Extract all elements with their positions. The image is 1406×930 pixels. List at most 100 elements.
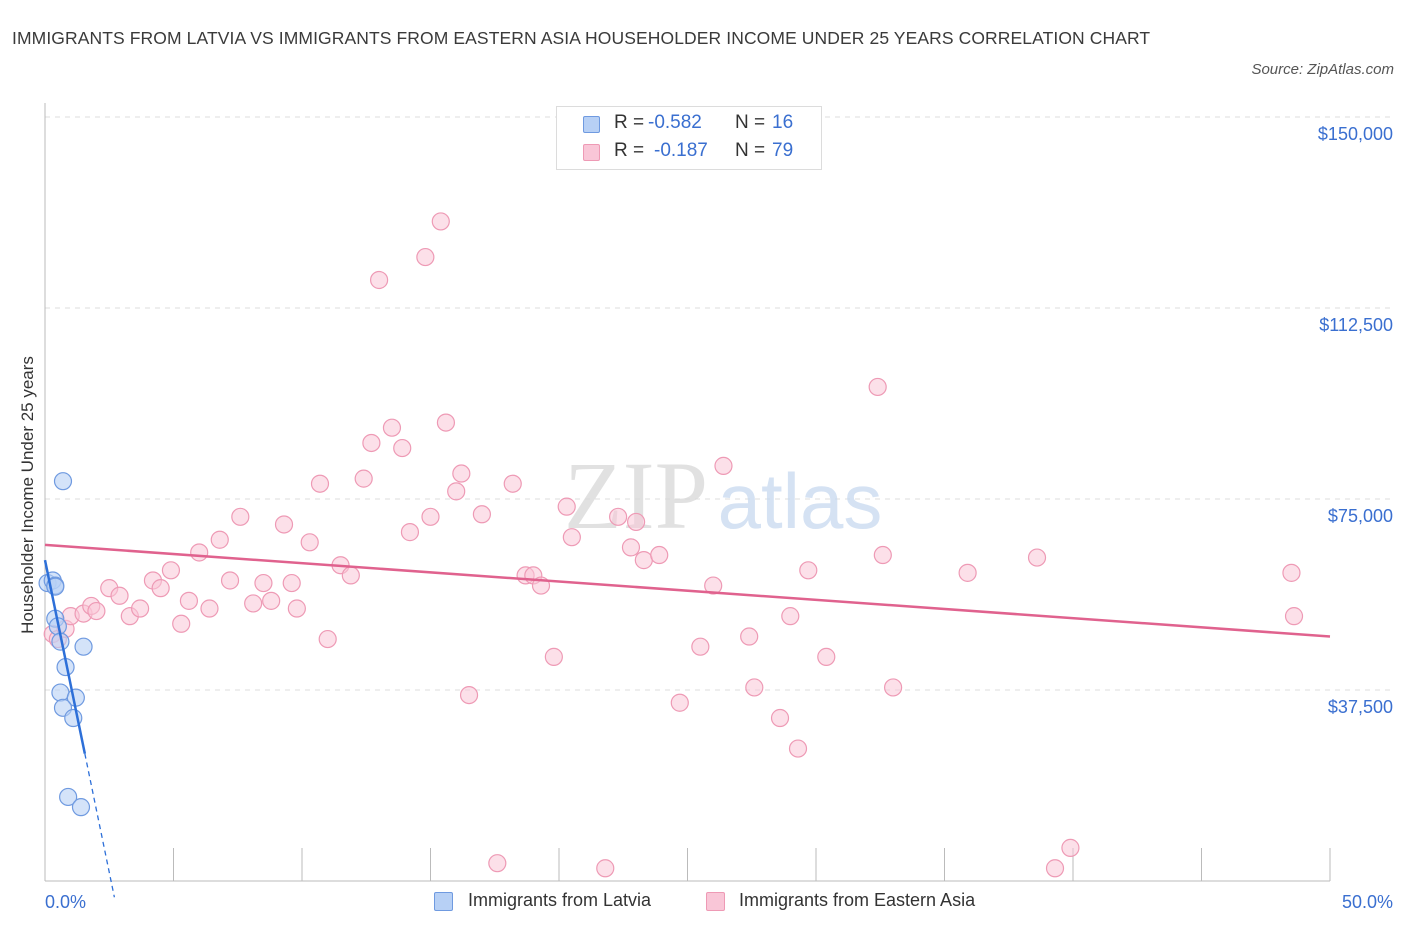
data-point-eastern-asia [310,474,330,493]
data-point-latvia [74,637,93,656]
data-point-eastern-asia [287,599,306,618]
y-tick-label: $112,500 [1319,315,1393,335]
data-point-eastern-asia [634,551,653,570]
data-point-eastern-asia [557,497,576,516]
data-point-eastern-asia [87,601,106,621]
legend-n-value-eastern-asia: 79 [772,140,794,161]
legend-swatch-eastern-asia [583,144,600,161]
data-point-eastern-asia [130,599,150,618]
x-tick-label-min: 0.0% [45,892,86,912]
data-point-latvia [51,683,70,702]
legend-n-label: N = [735,112,766,133]
data-point-eastern-asia [1284,607,1304,626]
data-point-eastern-asia [704,576,723,595]
data-point-eastern-asia [1282,563,1301,582]
legend-r-label: R = [614,112,645,133]
data-point-eastern-asia [318,629,337,649]
data-point-eastern-asia [244,594,263,613]
data-point-eastern-asia [745,678,764,697]
data-point-eastern-asia [958,563,977,582]
tick-labels: $37,500 $75,000 $112,500 $150,000 0.0% 50.0% [45,124,1393,912]
watermark-zip: ZIP [564,442,708,549]
data-point-eastern-asia [220,571,240,590]
chart-title: IMMIGRANTS FROM LATVIA VS IMMIGRANTS FRO… [12,28,1151,48]
legend-n-label: N = [735,140,766,161]
data-point-eastern-asia [393,438,412,458]
data-point-eastern-asia [231,507,250,526]
watermark-atlas: atlas [718,457,883,545]
data-point-eastern-asia [1027,548,1047,567]
data-point-eastern-asia [650,545,669,565]
bottom-legend-label-eastern-asia: Immigrants from Eastern Asia [739,890,976,910]
trend-line-eastern-asia [44,543,1331,638]
data-point-eastern-asia [868,377,887,397]
data-point-eastern-asia [670,693,689,712]
data-point-eastern-asia [341,566,360,585]
data-point-eastern-asia [781,607,800,626]
y-tick-label: $150,000 [1318,124,1393,144]
data-point-eastern-asia [151,579,170,598]
trend-line-latvia [43,559,87,754]
data-point-eastern-asia [300,533,319,552]
data-point-eastern-asia [788,739,808,758]
data-point-eastern-asia [740,627,759,646]
data-point-eastern-asia [691,637,710,656]
gridlines [45,116,1392,691]
data-point-eastern-asia [1045,859,1065,878]
data-point-eastern-asia [503,474,522,493]
data-point-eastern-asia [161,561,181,580]
data-point-eastern-asia [883,678,903,697]
x-tick-label-max: 50.0% [1342,892,1393,912]
data-point-eastern-asia [1061,838,1080,857]
data-point-eastern-asia [447,482,466,501]
data-point-eastern-asia [179,591,199,610]
y-tick-label: $75,000 [1328,506,1393,526]
data-point-eastern-asia [873,545,892,565]
data-point-latvia [59,787,78,807]
trend-line-latvia-extension [84,753,116,898]
data-point-eastern-asia [282,573,301,593]
data-point-eastern-asia [544,647,563,666]
legend-swatch-latvia [583,116,600,133]
source-label: Source: ZipAtlas.com [1251,61,1394,78]
data-point-eastern-asia [609,507,628,526]
data-point-eastern-asia [172,614,191,633]
data-point-eastern-asia [362,433,381,453]
data-point-latvia [71,798,91,817]
data-point-eastern-asia [431,212,450,231]
data-point-eastern-asia [421,507,440,526]
legend-r-label: R = [614,140,645,161]
data-point-eastern-asia [817,647,836,666]
series-eastern-asia [43,212,1304,878]
data-point-latvia [53,472,73,491]
y-tick-label: $37,500 [1328,697,1393,717]
data-point-eastern-asia [274,515,294,534]
bottom-legend-label-latvia: Immigrants from Latvia [468,890,652,910]
data-point-eastern-asia [714,456,733,475]
data-point-eastern-asia [770,708,790,728]
data-point-eastern-asia [799,561,818,580]
data-point-eastern-asia [472,505,491,524]
data-point-eastern-asia [596,859,615,878]
legend-row-eastern-asia: R = -0.187 N = 79 [557,138,821,166]
bottom-legend-swatch-latvia [434,892,453,911]
bottom-legend-swatch-eastern-asia [706,892,725,911]
data-point-eastern-asia [488,854,507,873]
axes [44,103,1331,882]
data-point-eastern-asia [370,270,389,290]
data-point-eastern-asia [354,469,373,488]
data-point-eastern-asia [262,591,281,610]
data-point-eastern-asia [210,530,229,549]
legend-r-value-eastern-asia: -0.187 [654,140,708,161]
legend-r-value-latvia: -0.582 [648,112,702,133]
y-axis-label: Householder Income Under 25 years [18,356,37,634]
data-point-eastern-asia [254,573,273,593]
trend-lines [43,543,1331,898]
series-latvia [38,472,93,817]
legend-row-latvia: R = -0.582 N = 16 [557,110,821,138]
data-point-eastern-asia [452,464,471,483]
data-point-eastern-asia [562,528,581,547]
data-point-eastern-asia [190,543,209,562]
data-point-eastern-asia [459,685,479,705]
